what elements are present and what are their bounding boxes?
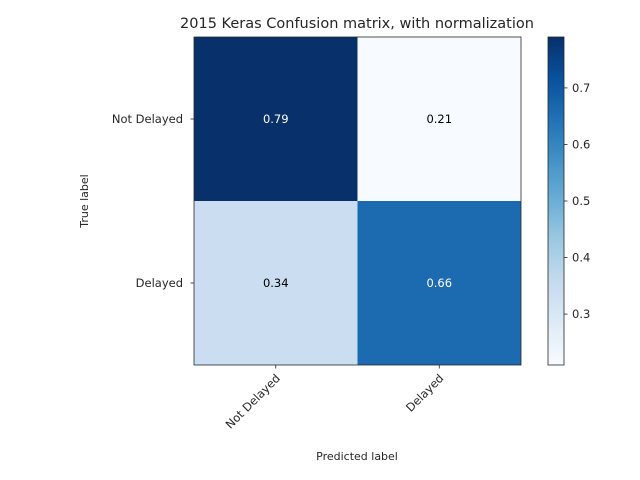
cell-value-label: 0.79	[263, 112, 289, 126]
x-tick-label: Not Delayed	[223, 371, 283, 431]
colorbar-tick-label: 0.5	[572, 194, 590, 208]
colorbar	[547, 36, 565, 366]
colorbar-tick-label: 0.6	[572, 137, 590, 151]
colorbar-tick-label: 0.3	[572, 307, 590, 321]
colorbar-tick-label: 0.4	[572, 251, 590, 265]
chart-title: 2015 Keras Confusion matrix, with normal…	[180, 16, 534, 32]
heatmap-cell	[194, 37, 358, 201]
heatmap-cell	[357, 37, 521, 201]
cell-value-label: 0.66	[426, 276, 452, 290]
x-axis-label: Predicted label	[316, 450, 398, 463]
heatmap-cells: 0.79 0.21 0.34 0.66	[194, 37, 521, 365]
cell-value-label: 0.21	[426, 112, 452, 126]
colorbar-tick-label: 0.7	[572, 81, 590, 95]
y-tick-label: Delayed	[136, 276, 183, 290]
x-tick-label: Delayed	[403, 371, 446, 414]
y-tick-label: Not Delayed	[112, 112, 183, 126]
heatmap-cell	[194, 201, 358, 365]
colorbar-ticks: 0.3 0.4 0.5 0.6 0.7	[564, 81, 590, 321]
cell-value-label: 0.34	[263, 276, 289, 290]
y-axis-label: True label	[78, 174, 91, 228]
matrix-frame	[193, 36, 522, 366]
heatmap-cell	[357, 201, 521, 365]
